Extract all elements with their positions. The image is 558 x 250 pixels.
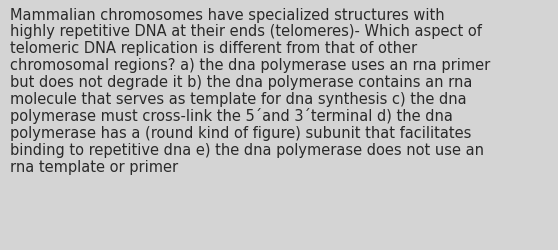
- Text: Mammalian chromosomes have specialized structures with
highly repetitive DNA at : Mammalian chromosomes have specialized s…: [10, 8, 490, 174]
